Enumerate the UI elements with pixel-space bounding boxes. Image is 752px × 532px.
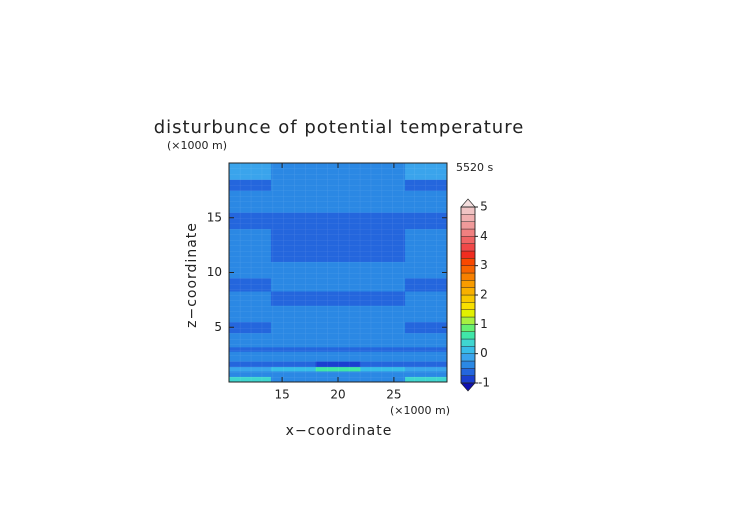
colorbar-band [460, 309, 476, 318]
colorbar-over [460, 198, 476, 208]
colorbar-band [460, 272, 476, 281]
y-tick-label: 5 [214, 320, 222, 334]
colorbar-band [460, 265, 476, 274]
y-unit: (×1000 m) [167, 139, 227, 152]
colorbar-tick-label: 3 [480, 258, 488, 272]
colorbar-band [460, 214, 476, 222]
y-axis-label: z−coordinate [184, 222, 200, 328]
colorbar-band [460, 236, 476, 244]
colorbar-band [460, 316, 476, 325]
colorbar-band [460, 280, 476, 288]
y-tick-label: 10 [207, 265, 222, 279]
x-tick-label: 20 [330, 388, 345, 402]
colorbar-band [460, 368, 476, 376]
colorbar-tick-label: 5 [480, 200, 488, 214]
colorbar-band [460, 346, 476, 354]
colorbar-band [460, 302, 476, 310]
time-label: 5520 s [456, 161, 493, 174]
colorbar-band [460, 287, 476, 296]
colorbar-band [460, 258, 476, 266]
colorbar-tick-label: 0 [480, 346, 488, 360]
colorbar-band [460, 243, 476, 252]
y-tick-label: 15 [207, 210, 222, 224]
colorbar-tick-label: 2 [480, 288, 488, 302]
x-unit: (×1000 m) [390, 404, 450, 417]
colorbar-band [460, 221, 476, 230]
x-tick-label: 25 [386, 388, 401, 402]
colorbar-tick-label: -1 [478, 376, 490, 390]
colorbar-band [460, 375, 476, 384]
x-tick-label: 15 [274, 388, 289, 402]
colorbar-tick-label: 1 [480, 317, 488, 331]
colorbar-band [460, 360, 476, 369]
x-axis-label: x−coordinate [286, 423, 393, 439]
colorbar-band [460, 250, 476, 259]
model-mesh [229, 163, 447, 382]
chart-title: disturbunce of potential temperature [154, 117, 525, 138]
colorbar-band [460, 294, 476, 303]
colorbar-band [460, 331, 476, 340]
colorbar-band [460, 228, 476, 237]
colorbar-tick-label: 4 [480, 229, 488, 243]
colorbar-band [460, 353, 476, 362]
colorbar-band [460, 338, 476, 347]
colorbar-band [460, 206, 476, 215]
colorbar-under [460, 382, 476, 392]
colorbar-band [460, 324, 476, 332]
